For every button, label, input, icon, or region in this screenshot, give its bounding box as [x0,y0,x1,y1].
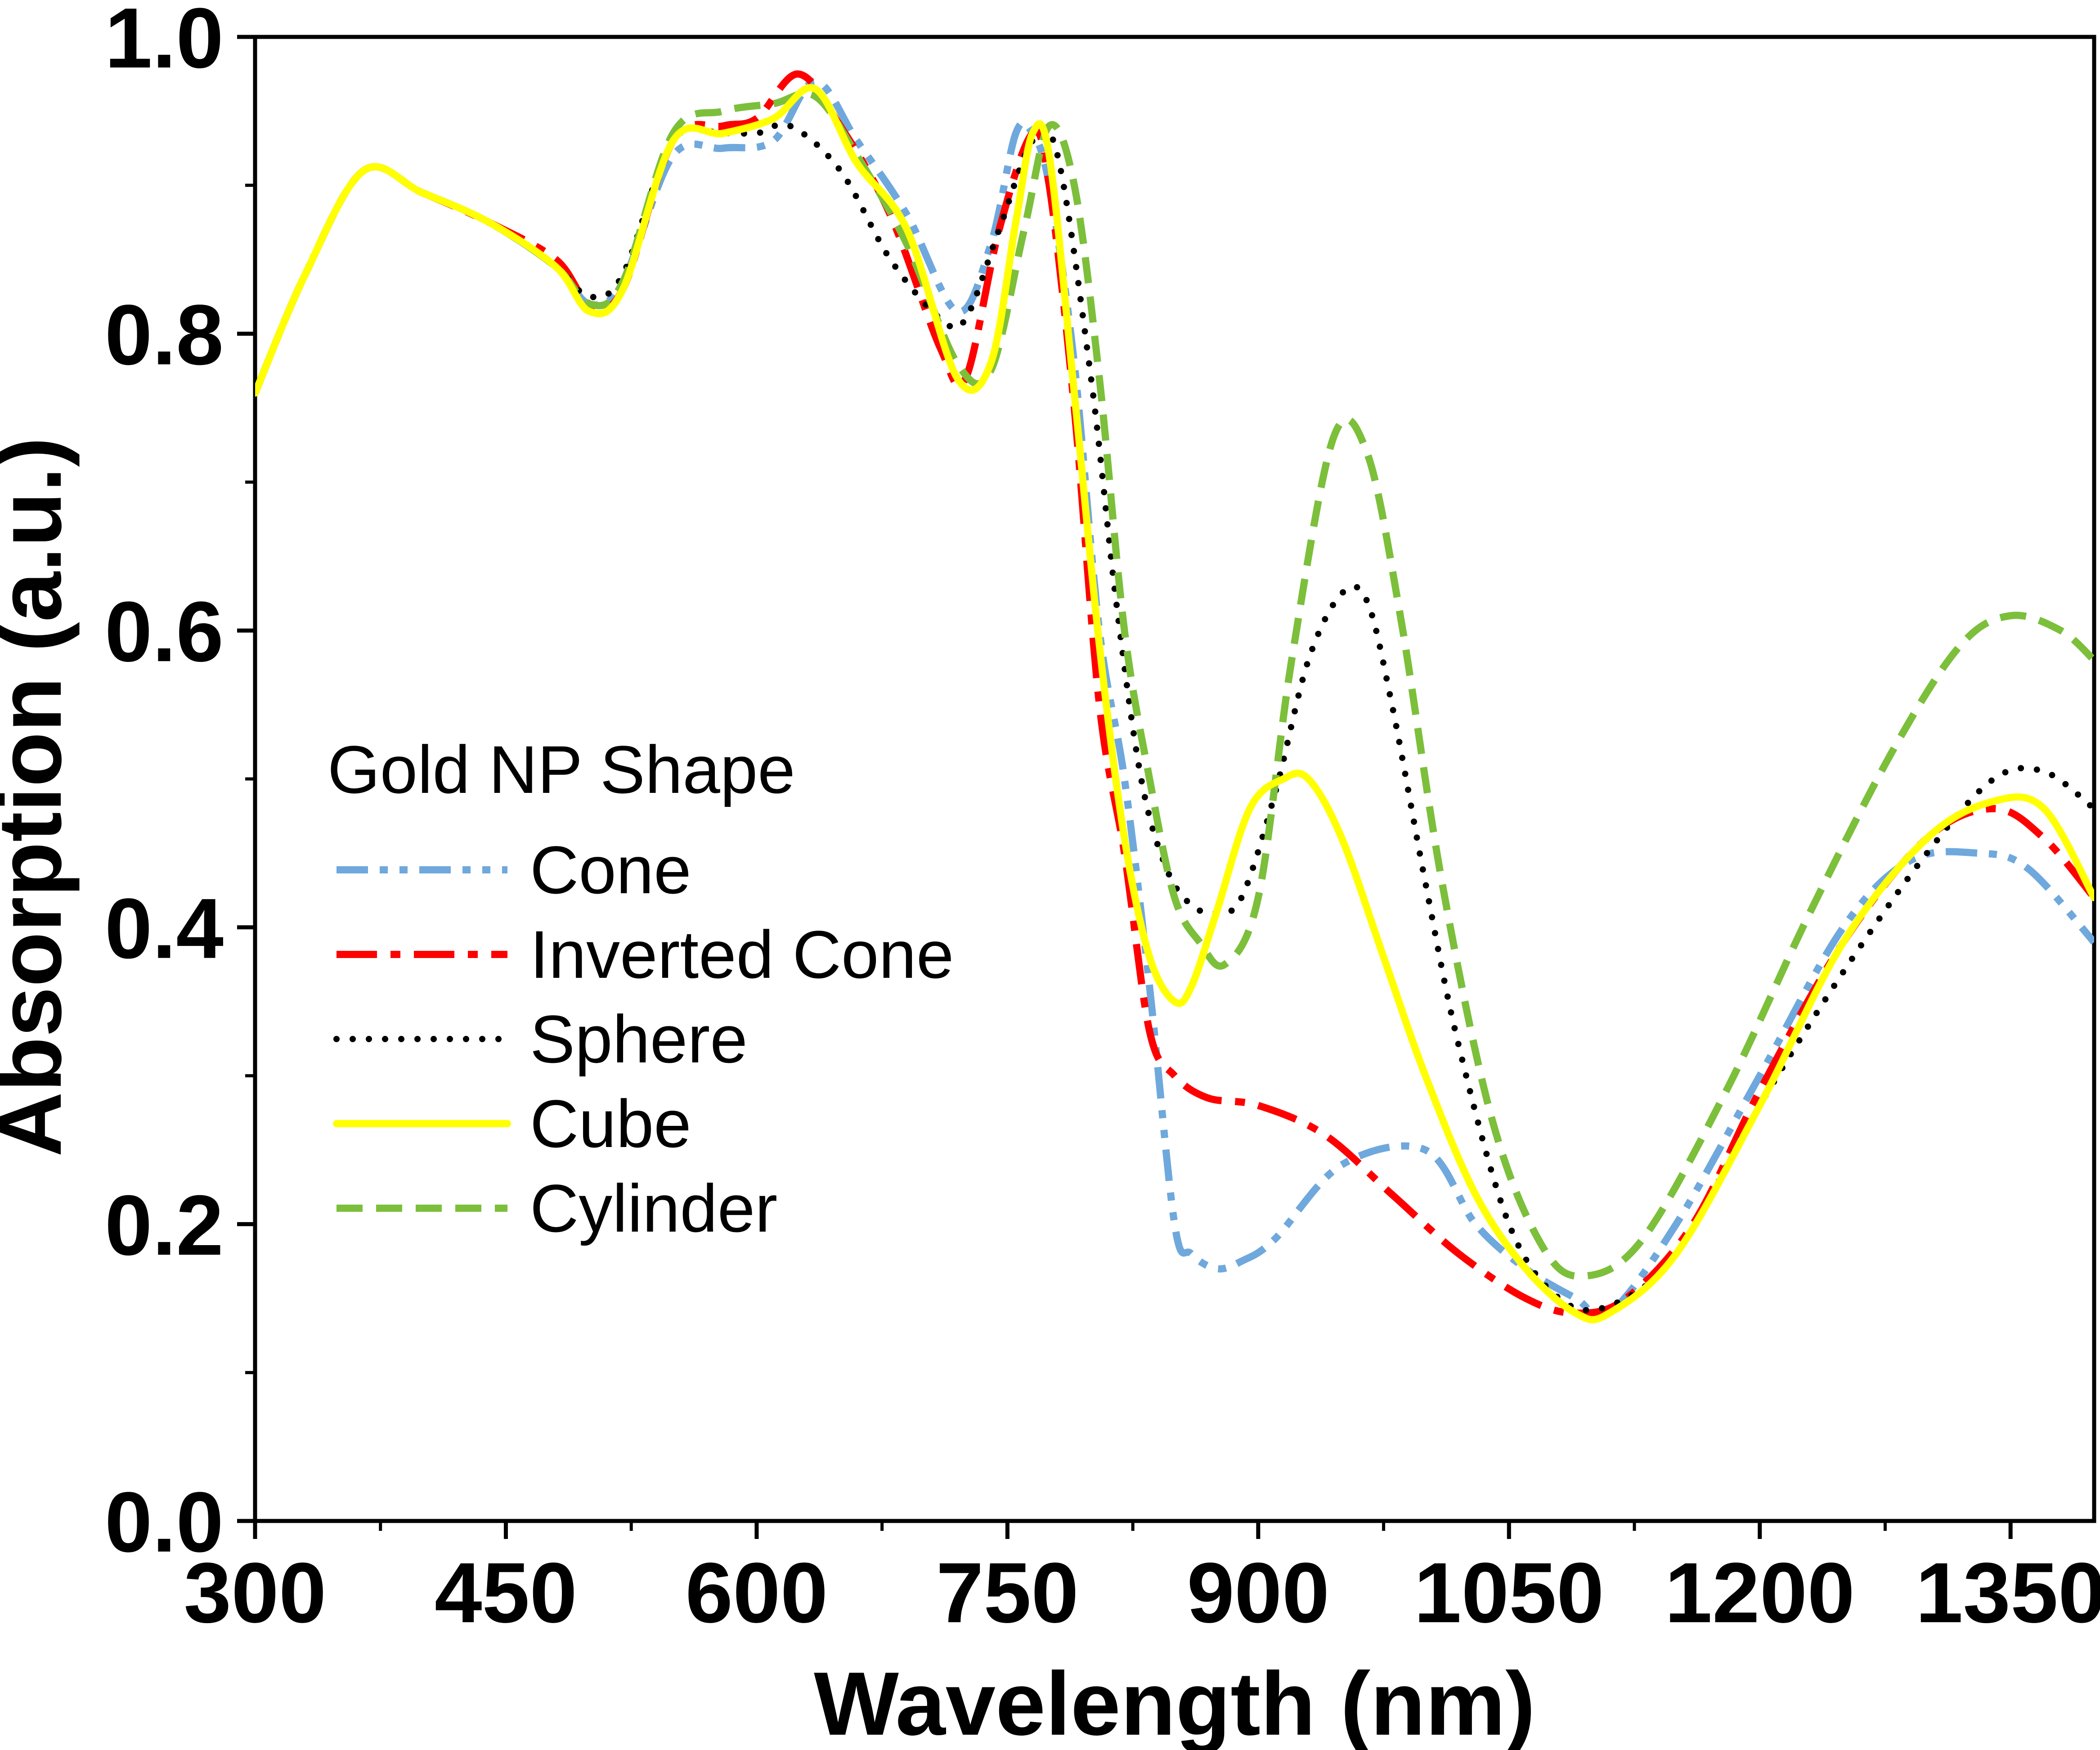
y-tick-label: 0.8 [105,288,224,383]
legend-label-cylinder: Cylinder [530,1170,777,1246]
y-tick-label: 1.0 [105,0,224,86]
legend-label-cone: Cone [530,832,691,908]
x-tick-label: 1200 [1665,1545,1855,1641]
x-tick-label: 900 [1187,1545,1329,1641]
y-tick-label: 0.0 [105,1475,224,1570]
y-tick-label: 0.4 [105,881,224,976]
legend: Cone Inverted Cone Sphere Cube Cylinder [333,832,954,1246]
series-layer [255,70,2094,1323]
y-tick-label: 0.2 [105,1178,224,1273]
x-tick-label: 1350 [1916,1545,2100,1641]
axes-layer: 300 450 600 750 900 1050 1200 1350 0.0 0.2 0.4 0.6 0… [105,0,2100,1641]
series-line-cube [255,84,2094,1323]
x-axis-title: Wavelength (nm) [814,1654,1535,1750]
x-tick-label: 1050 [1414,1545,1604,1641]
x-tick-label: 600 [685,1545,828,1641]
legend-label-cube: Cube [530,1086,691,1161]
legend-title: Gold NP Shape [328,732,795,807]
x-tick-label: 750 [936,1545,1079,1641]
y-axis-title: Absorption (a.u.) [0,437,80,1157]
legend-label-inverted-cone: Inverted Cone [530,917,954,992]
x-tick-label: 450 [435,1545,577,1641]
x-tick-label: 300 [184,1545,326,1641]
legend-label-sphere: Sphere [530,1001,748,1077]
y-tick-label: 0.6 [105,584,224,679]
